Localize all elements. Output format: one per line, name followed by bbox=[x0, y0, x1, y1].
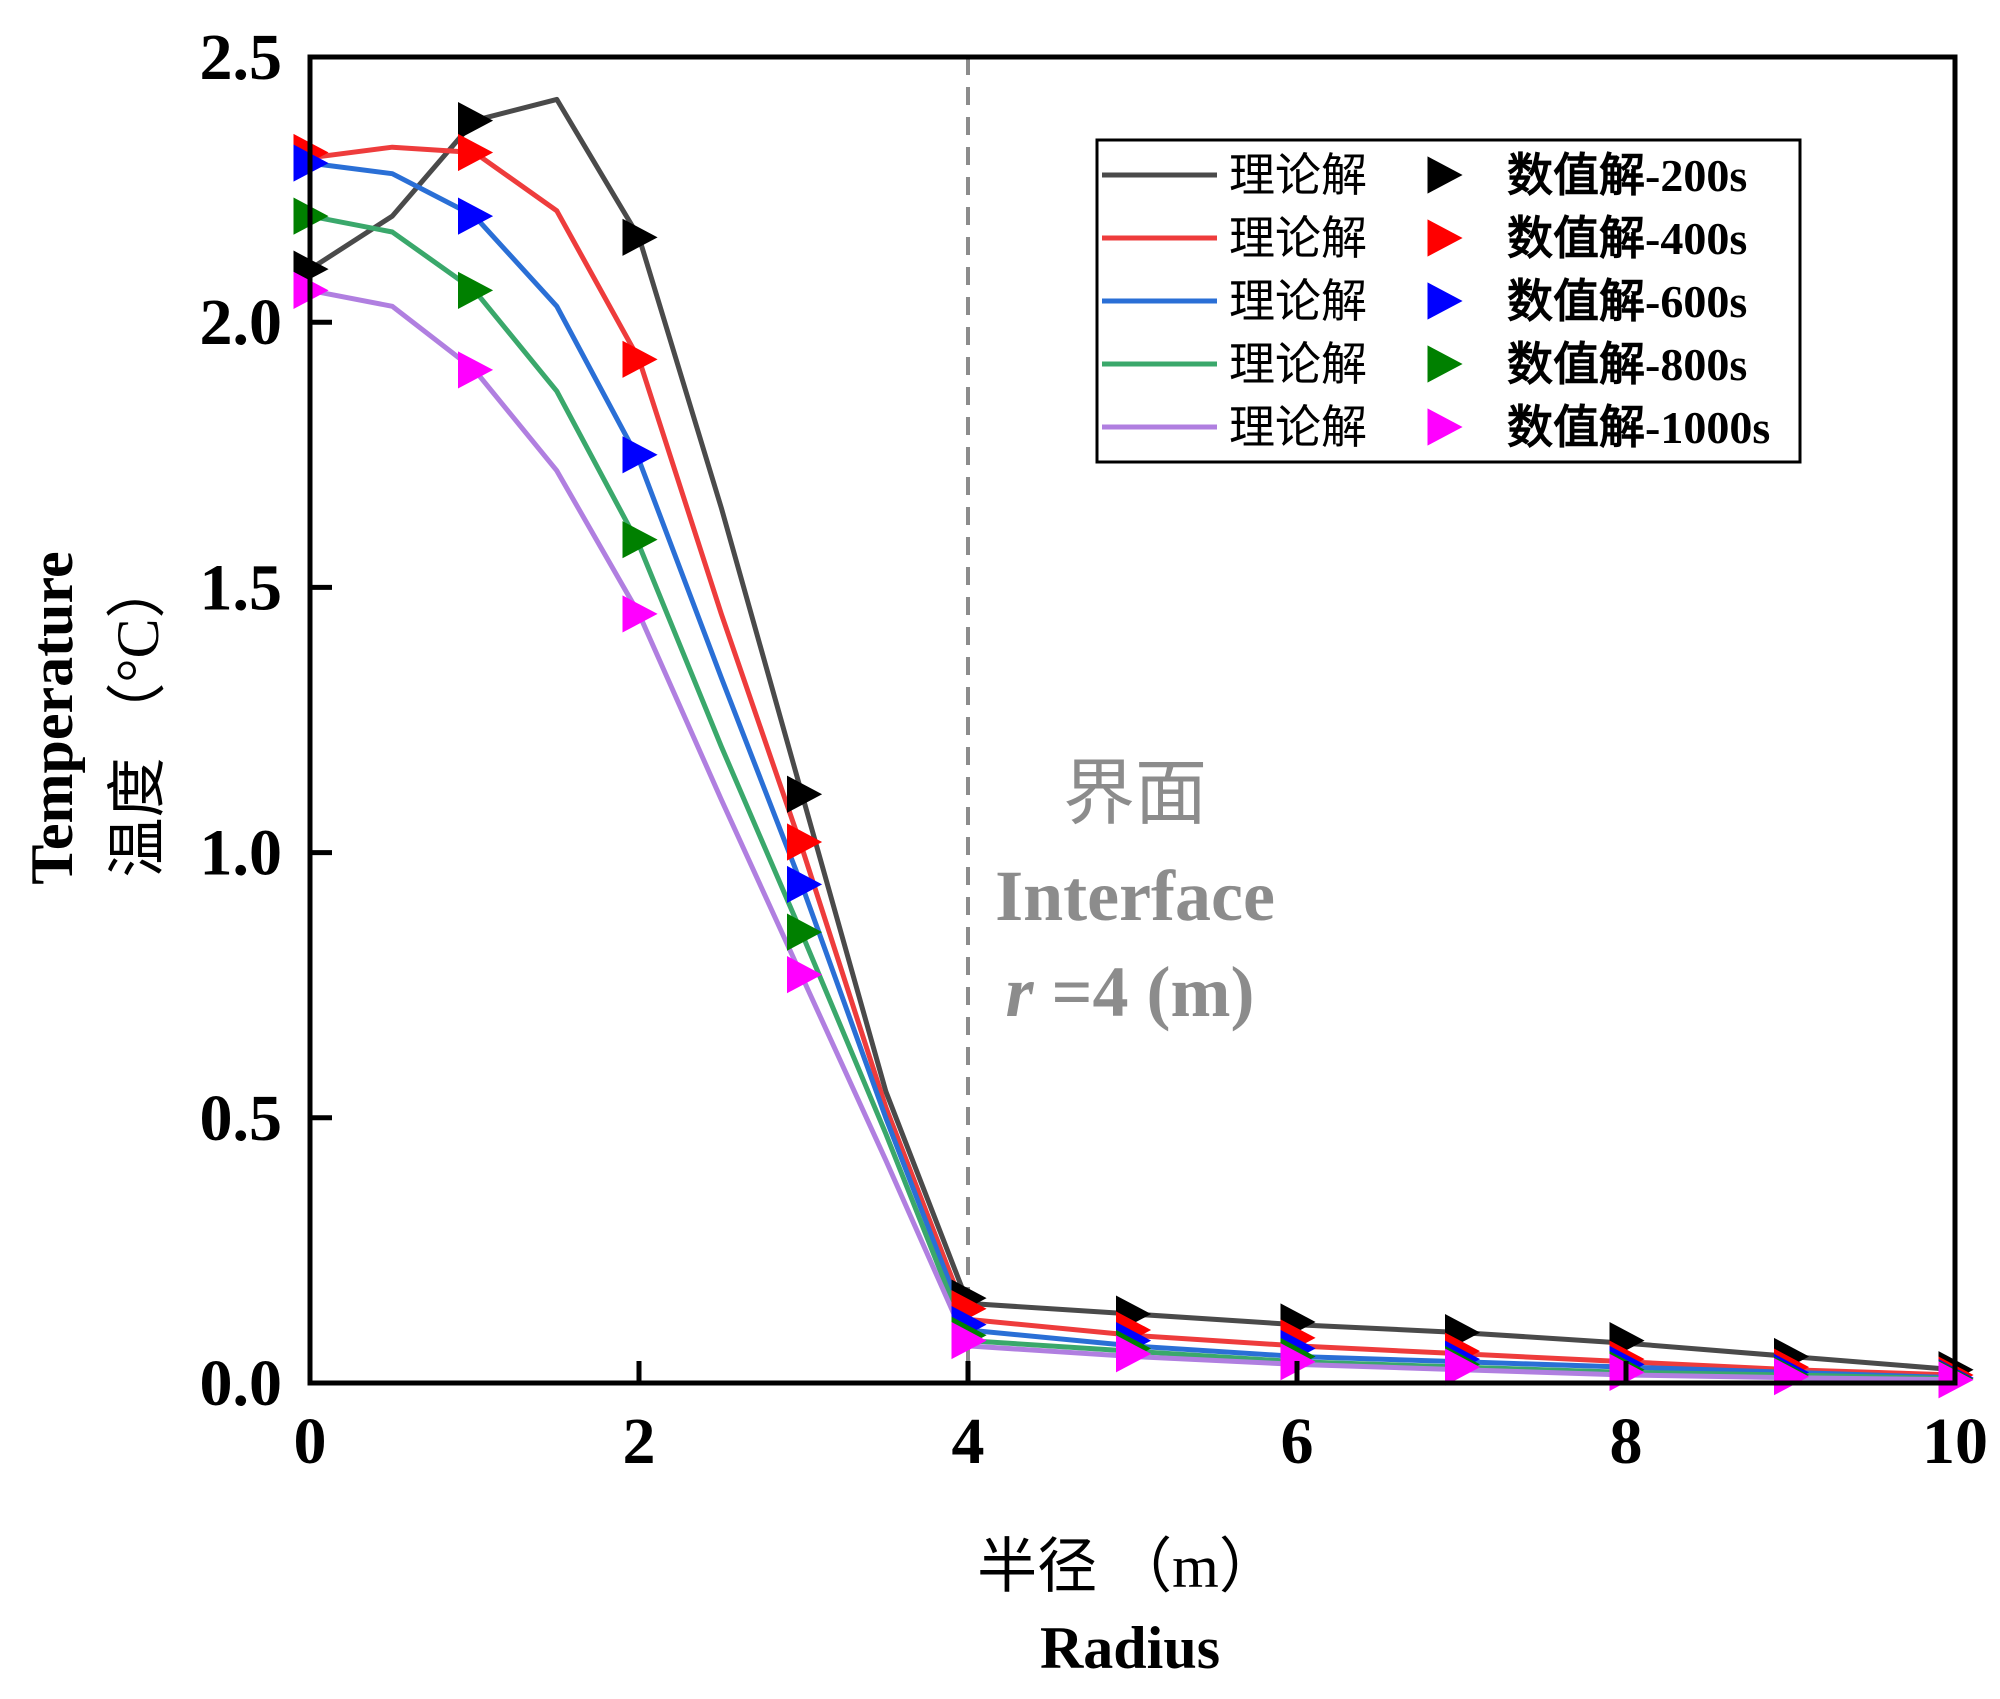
x-tick-label-5: 10 bbox=[1922, 1405, 1988, 1478]
y-tick-label-5: 2.5 bbox=[200, 21, 283, 94]
series-3-marker-1 bbox=[458, 271, 494, 309]
series-1-marker-3 bbox=[787, 823, 823, 861]
annotation-r-italic: r bbox=[1006, 952, 1035, 1032]
series-line-0 bbox=[308, 96, 1956, 1373]
x-tick-label-1: 2 bbox=[623, 1405, 656, 1478]
annotation-line-2: Interface bbox=[995, 856, 1275, 936]
series-4-marker-3 bbox=[787, 955, 823, 994]
legend-marker-swatch-3 bbox=[1427, 345, 1463, 383]
x-tick-label-2: 4 bbox=[952, 1405, 985, 1478]
series-4-marker-1 bbox=[458, 351, 494, 389]
series-line-3 bbox=[309, 213, 1956, 1382]
series-4-marker-7 bbox=[1445, 1348, 1481, 1386]
series-4-marker-2 bbox=[622, 595, 658, 633]
series-line-4 bbox=[309, 287, 1956, 1383]
series-4-marker-5 bbox=[1116, 1335, 1152, 1373]
legend-marker-swatch-4 bbox=[1427, 408, 1463, 446]
plot-frame bbox=[307, 54, 1958, 1386]
annotation-line-3: r =4 (m) bbox=[1006, 952, 1255, 1032]
series-4-marker-4 bbox=[951, 1321, 987, 1360]
x-tick-label-4: 8 bbox=[1610, 1405, 1643, 1478]
series-2-marker-1 bbox=[458, 197, 494, 235]
annotation-r-value: =4 (m) bbox=[1034, 952, 1255, 1032]
legend-line-label-1: 理论解 bbox=[1229, 213, 1367, 264]
x-tick-label-3: 6 bbox=[1281, 1405, 1314, 1478]
legend-line-label-0: 理论解 bbox=[1229, 150, 1367, 201]
series-3-marker-2 bbox=[622, 521, 658, 559]
legend-line-label-4: 理论解 bbox=[1229, 402, 1367, 453]
series-lines bbox=[308, 96, 1956, 1383]
series-0-marker-2 bbox=[622, 218, 658, 256]
x-tick-label-0: 0 bbox=[294, 1405, 327, 1478]
y-tick-label-3: 1.5 bbox=[200, 551, 283, 624]
legend-marker-swatch-2 bbox=[1427, 282, 1463, 320]
series-2-marker-2 bbox=[622, 436, 658, 474]
series-line-1 bbox=[309, 144, 1956, 1378]
series-4-marker-9 bbox=[1774, 1358, 1810, 1396]
x-axis-title-en: Radius bbox=[1040, 1615, 1220, 1681]
series-1-marker-2 bbox=[622, 340, 658, 378]
y-axis-title-cn: 温度 （°C） bbox=[105, 558, 171, 877]
legend-marker-swatch-1 bbox=[1427, 219, 1463, 257]
axes: 0 2 4 6 8 10 0.0 0.5 1.0 1.5 2.0 2.5 bbox=[200, 21, 1989, 1478]
legend-marker-label-0: 数值解-200s bbox=[1507, 150, 1747, 201]
legend-line-label-3: 理论解 bbox=[1229, 339, 1367, 390]
series-2-marker-3 bbox=[787, 865, 823, 904]
axis-titles: 半径 （m） Radius Temperature 温度 （°C） bbox=[19, 551, 1279, 1681]
legend-marker-label-3: 数值解-800s bbox=[1507, 339, 1747, 390]
series-0-marker-3 bbox=[787, 775, 823, 813]
legend-marker-swatch-0 bbox=[1427, 156, 1463, 194]
y-tick-label-1: 0.5 bbox=[200, 1082, 283, 1155]
annotation-line-1: 界面 bbox=[1063, 754, 1207, 834]
series-line-2 bbox=[309, 160, 1956, 1381]
legend-marker-label-4: 数值解-1000s bbox=[1507, 402, 1770, 453]
legend-line-label-2: 理论解 bbox=[1229, 276, 1367, 327]
series-1-marker-1 bbox=[458, 133, 494, 172]
x-axis-title-cn: 半径 （m） bbox=[977, 1534, 1279, 1600]
legend-marker-label-2: 数值解-600s bbox=[1507, 276, 1747, 327]
series-3-marker-3 bbox=[787, 913, 823, 951]
interface-annotation: 界面 Interface r =4 (m) bbox=[995, 754, 1275, 1032]
legend-marker-label-1: 数值解-400s bbox=[1507, 213, 1747, 264]
y-tick-label-0: 0.0 bbox=[200, 1347, 283, 1420]
series-0-marker-1 bbox=[458, 102, 494, 140]
y-tick-label-2: 1.0 bbox=[200, 817, 283, 890]
y-tick-label-4: 2.0 bbox=[200, 286, 283, 359]
y-axis-title-en: Temperature bbox=[19, 551, 85, 884]
